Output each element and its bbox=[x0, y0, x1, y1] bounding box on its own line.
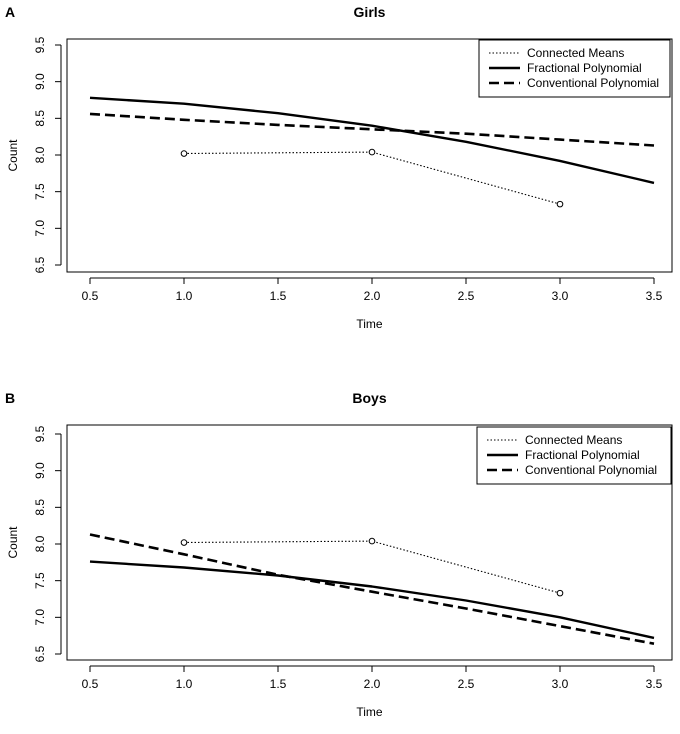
series-line-fractional-polynomial bbox=[89, 560, 655, 640]
x-axis-label: Time bbox=[356, 317, 383, 331]
legend-label-fractional-polynomial: Fractional Polynomial bbox=[525, 448, 640, 462]
y-tick-label: 7.0 bbox=[33, 609, 47, 626]
data-point-connected-means bbox=[368, 148, 376, 156]
x-tick-label: 3.5 bbox=[646, 677, 663, 691]
x-tick-label: 1.5 bbox=[270, 677, 287, 691]
data-point-connected-means bbox=[180, 539, 188, 546]
legend-label-conventional-polynomial: Conventional Polynomial bbox=[527, 76, 659, 90]
y-tick-label: 9.5 bbox=[33, 36, 47, 53]
x-tick-label: 2.5 bbox=[458, 677, 475, 691]
data-point-connected-means bbox=[556, 589, 564, 597]
data-point-connected-means bbox=[556, 200, 564, 208]
chart-panel-b: B Boys 0.5 1.0 1.5 2.0 2.5 3.0 3.5 Time 6.5 7.0 7.5 8… bbox=[5, 390, 673, 719]
y-tick-label: 7.0 bbox=[33, 220, 47, 237]
data-point-connected-means bbox=[368, 537, 376, 545]
y-tick-label: 6.5 bbox=[33, 256, 47, 273]
legend-label-connected-means: Connected Means bbox=[527, 46, 624, 60]
series-line-conventional-polynomial bbox=[89, 533, 655, 645]
x-tick-label: 2.5 bbox=[458, 289, 475, 303]
y-tick-label: 8.0 bbox=[33, 535, 47, 552]
y-tick-label: 7.5 bbox=[33, 572, 47, 589]
series-line-connected-means bbox=[183, 151, 561, 205]
legend-label-connected-means: Connected Means bbox=[525, 433, 622, 447]
x-tick-label: 2.0 bbox=[364, 677, 381, 691]
y-tick-label: 9.0 bbox=[33, 73, 47, 90]
x-tick-label: 3.0 bbox=[552, 289, 569, 303]
series-line-fractional-polynomial bbox=[89, 96, 655, 185]
plot-frame bbox=[66, 424, 673, 661]
panel-letter: B bbox=[5, 390, 15, 406]
x-tick-label: 3.5 bbox=[646, 289, 663, 303]
x-axis-label: Time bbox=[356, 705, 383, 719]
legend-label-fractional-polynomial: Fractional Polynomial bbox=[527, 61, 642, 75]
plot-frame bbox=[66, 38, 673, 273]
x-tick-label: 1.0 bbox=[176, 677, 193, 691]
x-tick-label: 3.0 bbox=[552, 677, 569, 691]
chart-panel-a: A Girls 0.5 1.0 1.5 2.0 2.5 3.0 3.5 Time 6.5 7.0 7.5… bbox=[5, 4, 673, 331]
y-tick-label: 8.0 bbox=[33, 146, 47, 163]
y-axis-label: Count bbox=[6, 139, 20, 172]
y-tick-label: 6.5 bbox=[33, 645, 47, 662]
y-tick-label: 7.5 bbox=[33, 183, 47, 200]
x-tick-label: 0.5 bbox=[82, 289, 99, 303]
legend-label-conventional-polynomial: Conventional Polynomial bbox=[525, 463, 657, 477]
x-tick-label: 2.0 bbox=[364, 289, 381, 303]
x-tick-label: 1.0 bbox=[176, 289, 193, 303]
x-tick-label: 1.5 bbox=[270, 289, 287, 303]
data-point-connected-means bbox=[180, 150, 188, 157]
chart-title: Boys bbox=[352, 390, 386, 406]
y-tick-label: 8.5 bbox=[33, 110, 47, 127]
y-tick-label: 8.5 bbox=[33, 499, 47, 516]
y-tick-label: 9.0 bbox=[33, 462, 47, 479]
x-tick-label: 0.5 bbox=[82, 677, 99, 691]
panel-letter: A bbox=[5, 4, 15, 20]
series-line-conventional-polynomial bbox=[89, 112, 655, 147]
y-axis-label: Count bbox=[6, 526, 20, 559]
chart-title: Girls bbox=[354, 4, 386, 20]
y-tick-label: 9.5 bbox=[33, 425, 47, 442]
